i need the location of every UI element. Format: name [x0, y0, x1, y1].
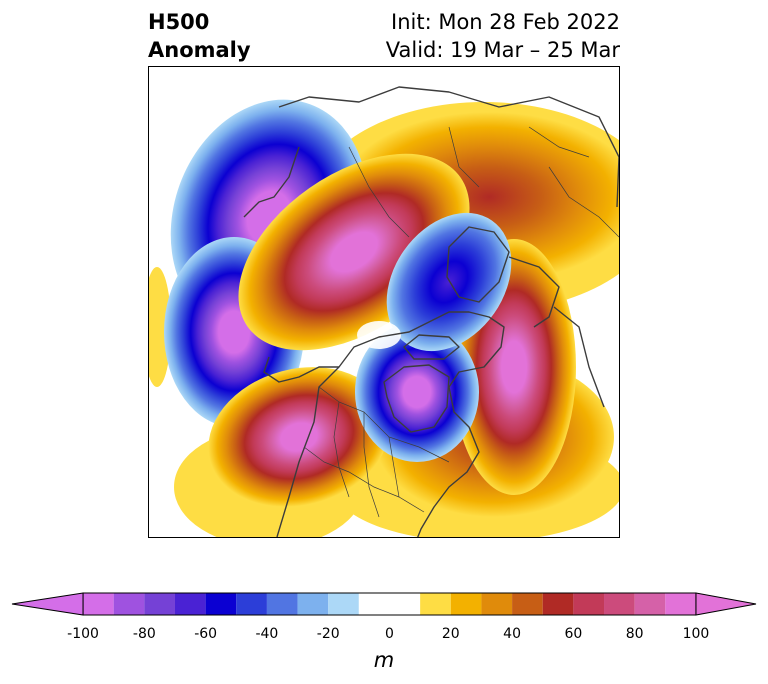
north-america-coast [276, 311, 505, 537]
west-coast-ridge [208, 367, 390, 507]
colorbar-cell [634, 593, 666, 615]
colorbar-frame [82, 592, 697, 616]
anomaly-fields [149, 99, 619, 537]
colorbar-tick-label: 80 [625, 626, 644, 642]
colorbar-tick-label: 40 [503, 626, 521, 642]
colorbar-tick-label: 20 [441, 626, 460, 642]
colorbar [11, 592, 757, 616]
colorbar-cell [266, 593, 298, 615]
title-line-1: H500 [148, 10, 210, 34]
colorbar-cell [450, 593, 482, 615]
anomaly-map [148, 66, 620, 538]
colorbar-cell [358, 593, 421, 615]
colorbar-cell [512, 593, 543, 615]
hudson-bay [383, 364, 450, 433]
colorbar-cell [665, 593, 696, 615]
us-states-3 [363, 412, 380, 518]
europe-coast [553, 306, 605, 408]
colorbar-cell [113, 593, 145, 615]
asia-border-2 [528, 126, 590, 158]
western-edge-fringe [149, 267, 171, 387]
siberia-coast [278, 86, 619, 208]
russia-border-1 [348, 146, 410, 238]
colorbar-cell [236, 593, 267, 615]
greenland [446, 226, 510, 303]
colorbar-tick-label: 60 [564, 626, 583, 642]
colorbar-tick-label: -20 [316, 626, 340, 642]
coastlines [243, 86, 619, 537]
colorbar-tick-label: 0 [385, 626, 394, 642]
russia-border-2 [448, 126, 480, 188]
colorbar-high-extend [695, 592, 757, 616]
colorbar-tick-label: 100 [682, 626, 710, 642]
us-canada-border [318, 386, 450, 463]
arctic-islands [403, 334, 460, 360]
colorbar-tick-label: -40 [255, 626, 279, 642]
colorbar-cell [604, 593, 635, 615]
colorbar-low-extend [11, 592, 84, 616]
colorbar-cell [144, 593, 175, 615]
colorbar-cell [174, 593, 206, 615]
colorbar-cell [328, 593, 359, 615]
colorbar-tick-label: -60 [194, 626, 218, 642]
us-states-4 [388, 436, 400, 498]
colorbar-cell [205, 593, 237, 615]
map-canvas [149, 86, 619, 537]
alaska-coast [263, 356, 339, 383]
colorbar-tick-label: -80 [132, 626, 156, 642]
asia-border-1 [548, 166, 619, 238]
colorbar-cell [481, 593, 513, 615]
colorbar-cell [573, 593, 605, 615]
kamchatka [243, 146, 300, 218]
title-line-2: Anomaly [148, 38, 251, 62]
init-date: Init: Mon 28 Feb 2022 [391, 10, 620, 34]
colorbar-cell [297, 593, 329, 615]
hudson-bay-trough [355, 322, 479, 462]
scandinavia [508, 256, 560, 328]
borders [303, 126, 619, 518]
date-info: Init: Mon 28 Feb 2022 Valid: 19 Mar – 25… [386, 8, 620, 64]
colorbar-cell [542, 593, 574, 615]
valid-range: Valid: 19 Mar – 25 Mar [385, 38, 620, 62]
us-states-1 [303, 446, 425, 513]
barents-trough [386, 212, 512, 352]
colorbar-unit: m [373, 648, 395, 672]
colorbar-cell [420, 593, 451, 615]
colorbar-tick-label: -100 [67, 626, 99, 642]
colorbar-cell [83, 593, 114, 615]
us-states-2 [333, 401, 350, 498]
map-title: H500 Anomaly [148, 8, 251, 64]
